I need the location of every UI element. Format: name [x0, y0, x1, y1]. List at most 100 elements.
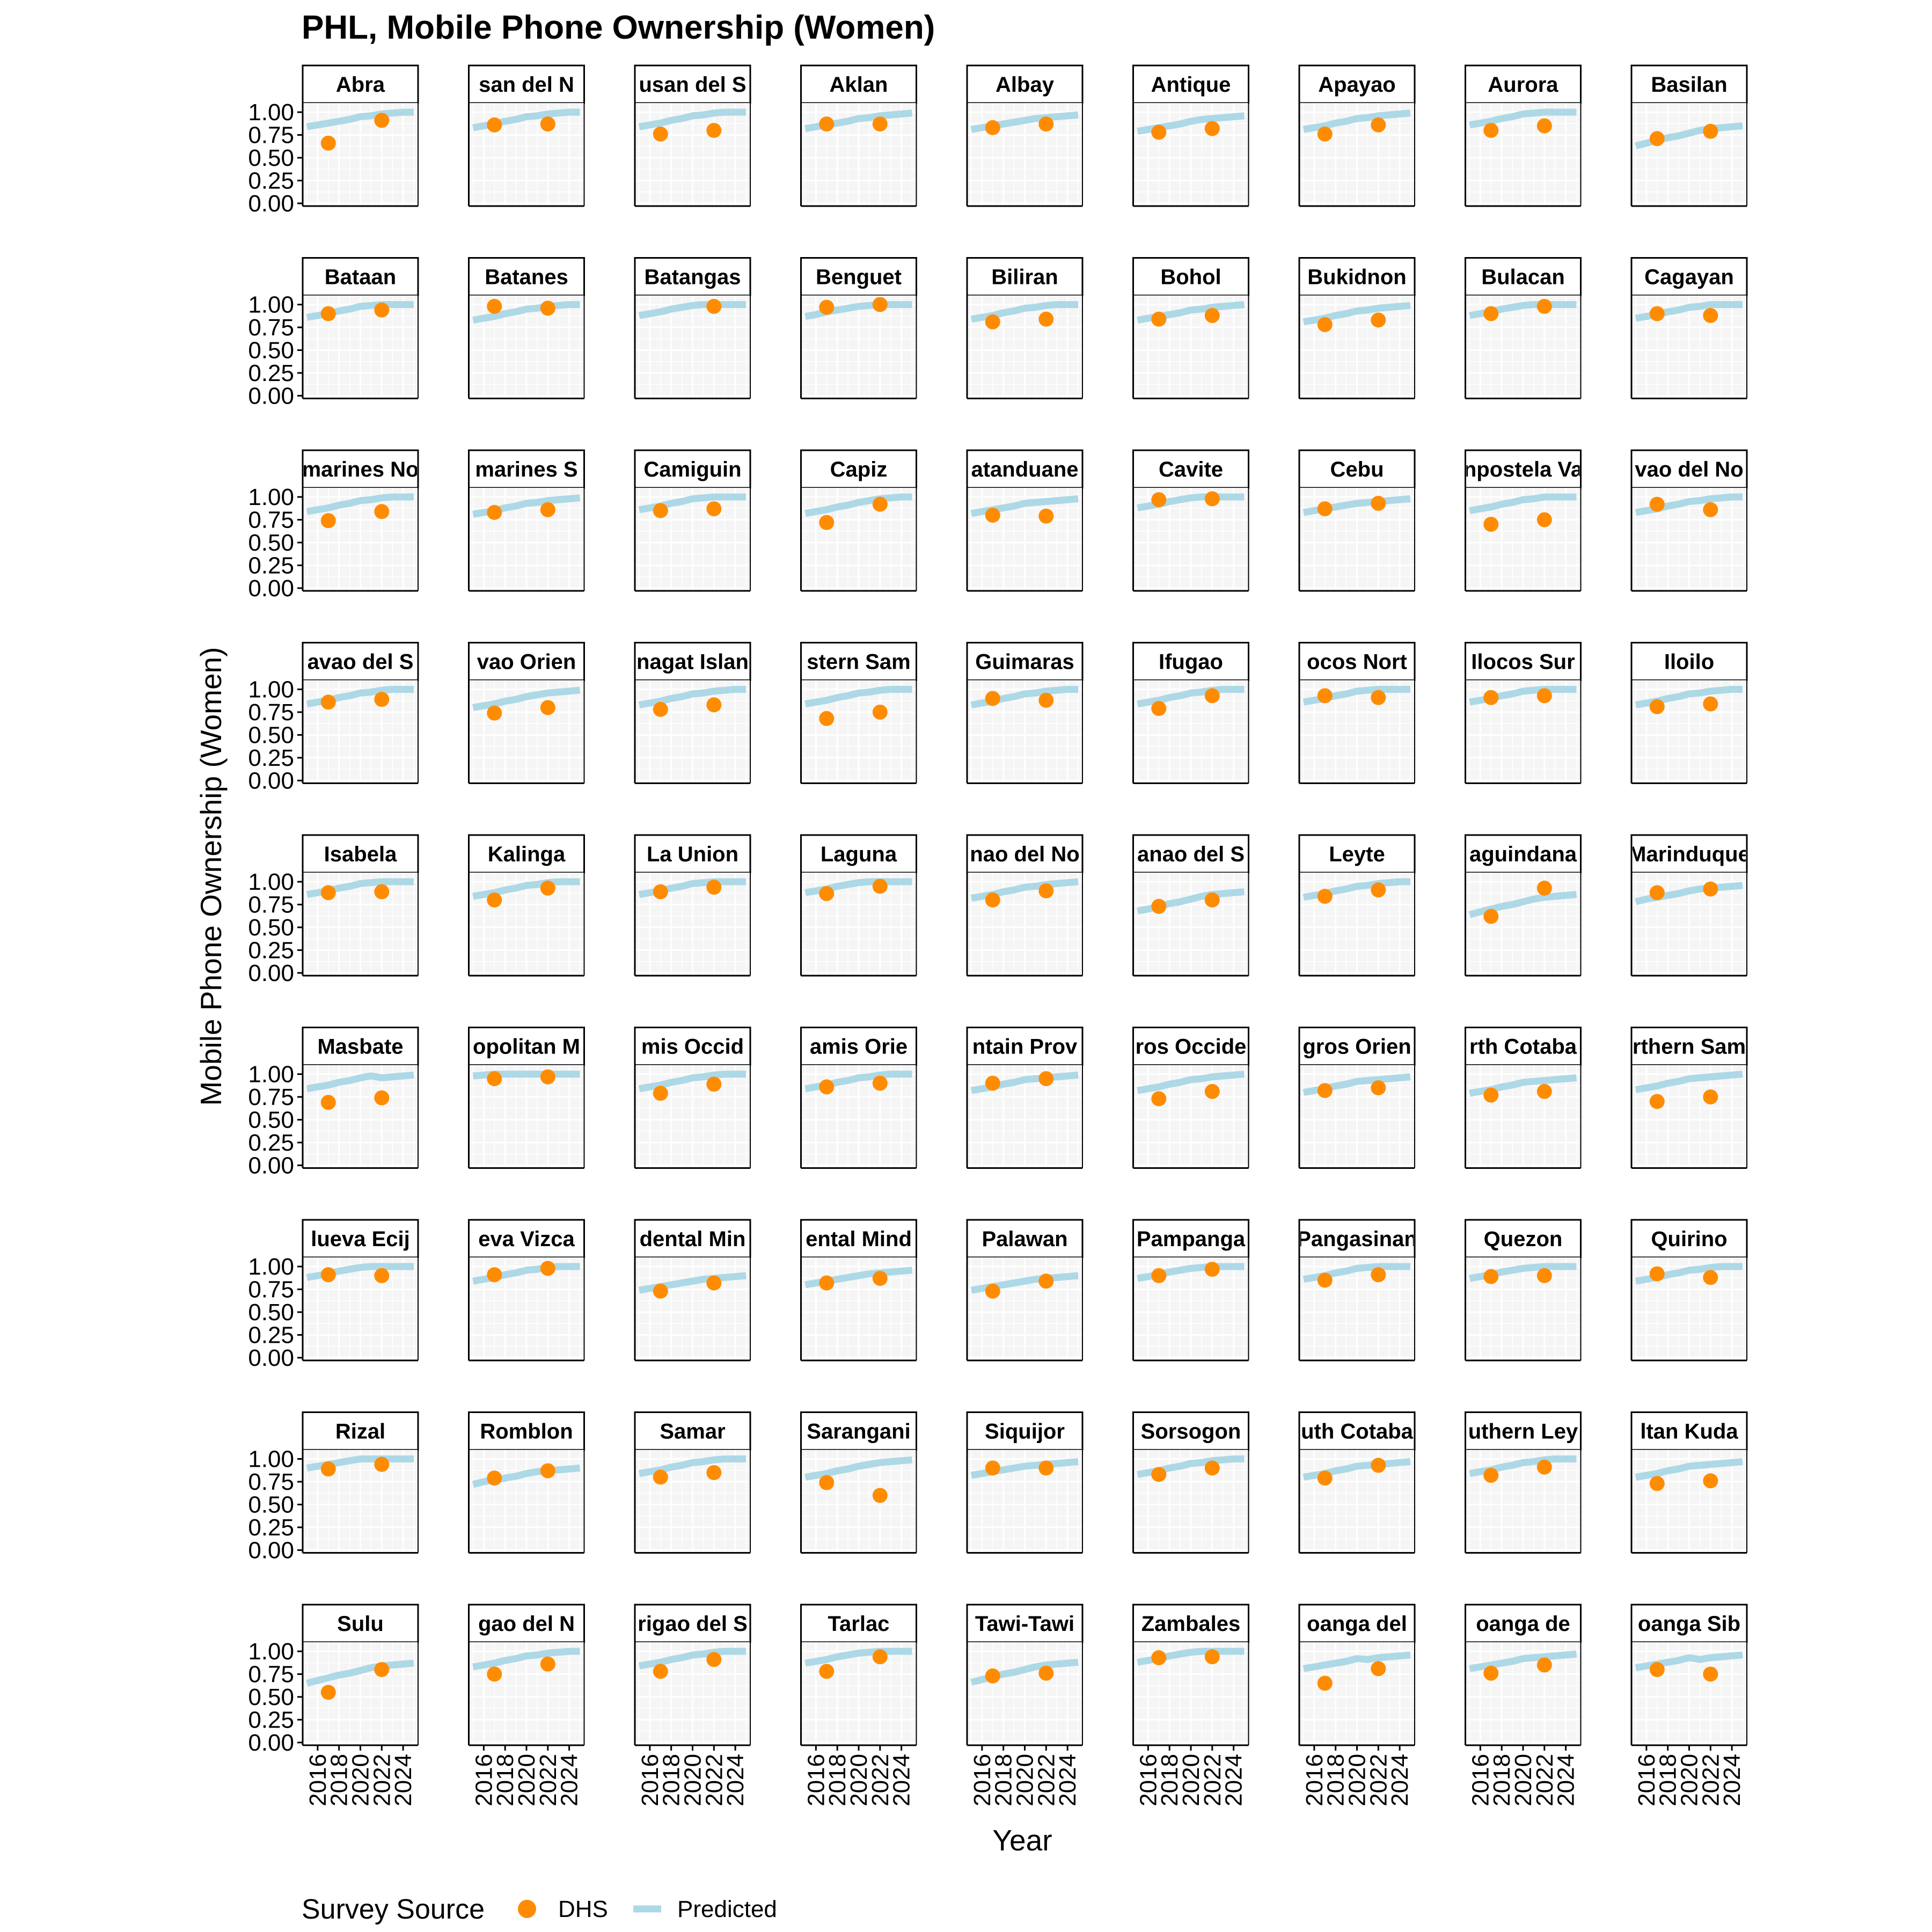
y-tick-label: 0.25: [248, 745, 294, 771]
dhs-point: [1151, 1091, 1167, 1107]
facet-strip-label: Tarlac: [828, 1612, 890, 1636]
facet-panel: Benguet: [800, 257, 917, 399]
dhs-point: [1151, 1467, 1167, 1482]
dhs-point: [1649, 131, 1665, 147]
facet-strip: [302, 834, 419, 874]
facet-panel: anao del S: [1132, 834, 1249, 977]
legend-dhs-label: DHS: [558, 1896, 608, 1922]
predicted-line: [1302, 1651, 1411, 1672]
dhs-point: [1649, 1094, 1665, 1109]
facet-strip: [800, 642, 917, 681]
facet-strip: [1465, 834, 1582, 874]
facet-strip: [800, 1411, 917, 1451]
x-tick-label: 2016: [1135, 1754, 1161, 1806]
dhs-point: [706, 1077, 722, 1092]
dhs-point: [1371, 117, 1386, 133]
facet-panel: rthern Sam: [1630, 1027, 1748, 1169]
dhs-point: [706, 122, 722, 138]
y-tick-label: 0.00: [248, 575, 294, 602]
dhs-point: [985, 314, 1000, 330]
predicted-line: [472, 878, 580, 900]
facet-strip-label: Pangasinan: [1297, 1227, 1417, 1251]
dhs-point: [487, 117, 502, 133]
y-tick-label: 0.50: [248, 914, 294, 941]
x-tick-label: 2018: [658, 1754, 685, 1806]
facet-strip-label: Marinduque: [1628, 843, 1750, 866]
dhs-point: [487, 705, 502, 721]
facet-panel: Siquijor: [966, 1411, 1084, 1554]
dhs-point: [487, 1267, 502, 1283]
predicted-line: [306, 1659, 414, 1687]
dhs-point: [374, 884, 390, 899]
y-tick-label: 1.00: [248, 1638, 294, 1665]
dhs-point: [819, 1079, 835, 1095]
facet-panel: ntain Prov: [966, 1027, 1084, 1169]
facet-strip: [302, 1027, 419, 1066]
facet-strip-label: ocos Nort: [1307, 650, 1407, 674]
y-tick-label: 1.00: [248, 676, 294, 702]
facet-strip: [800, 1027, 917, 1066]
y-tick-label: 1.00: [248, 1446, 294, 1472]
dhs-point: [819, 1275, 835, 1291]
y-tick-label: 0.75: [248, 1661, 294, 1687]
facet-strip: [634, 64, 751, 104]
dhs-point: [1649, 1476, 1665, 1491]
facet-strip-label: Ilocos Sur: [1471, 650, 1575, 674]
facet-strip-label: nagat Islan: [636, 650, 749, 674]
x-tick-label: 2018: [492, 1754, 518, 1806]
facet-panel: Sarangani: [800, 1411, 917, 1554]
x-tick-label: 2020: [1510, 1754, 1536, 1806]
facet-strip-label: vao del No: [1635, 458, 1743, 481]
dhs-point: [819, 515, 835, 530]
x-tick-label: 2018: [326, 1754, 353, 1806]
facet-panel: Cebu: [1298, 449, 1416, 592]
y-tick-label: 0.00: [248, 191, 294, 217]
dhs-point: [653, 884, 668, 899]
facet-strip: [1298, 257, 1416, 296]
dhs-point: [985, 1283, 1000, 1299]
dhs-point: [1038, 311, 1054, 327]
predicted-line: [804, 685, 912, 708]
predicted-line: [1469, 1650, 1577, 1672]
dhs-point: [653, 1086, 668, 1101]
dhs-point: [706, 298, 722, 314]
facet-strip-label: Bataan: [325, 266, 396, 289]
facet-strip-label: dental Min: [640, 1227, 746, 1251]
dhs-point: [540, 1069, 555, 1085]
dhs-point: [1536, 298, 1552, 314]
facet-strip: [966, 1604, 1084, 1643]
predicted-line: [1137, 685, 1245, 708]
dhs-point: [1536, 688, 1552, 704]
dhs-point: [487, 1071, 502, 1086]
x-tick-label: 2024: [557, 1754, 583, 1806]
y-tick-label: 0.25: [248, 1514, 294, 1541]
x-tick-label: 2016: [305, 1754, 331, 1806]
x-tick-label: 2024: [1387, 1754, 1413, 1806]
x-tick-label: 2020: [1344, 1754, 1371, 1806]
facet-strip-label: uth Cotaba: [1301, 1420, 1414, 1444]
facet-panel: mis Occid: [634, 1027, 751, 1169]
y-tick-label: 0.00: [248, 960, 294, 986]
dhs-point: [1204, 121, 1220, 136]
facet-strip-label: Apayao: [1318, 73, 1396, 97]
facet-strip: [634, 1604, 751, 1643]
predicted-line: [638, 108, 747, 130]
predicted-line: [638, 301, 747, 319]
y-tick-label: 0.00: [248, 1537, 294, 1563]
predicted-line: [1302, 109, 1411, 133]
facet-panel: Abra 0.000.250.500.751.00: [248, 64, 419, 217]
facet-strip-label: Pampanga: [1137, 1227, 1246, 1251]
facet-panel: ros Occide: [1132, 1027, 1249, 1169]
facet-strip-label: Cebu: [1330, 458, 1384, 481]
facet-panel: marines S: [468, 449, 585, 592]
dhs-point: [653, 1664, 668, 1679]
dhs-point: [985, 1460, 1000, 1476]
dhs-point: [1536, 1268, 1552, 1283]
dhs-point: [320, 1095, 336, 1110]
